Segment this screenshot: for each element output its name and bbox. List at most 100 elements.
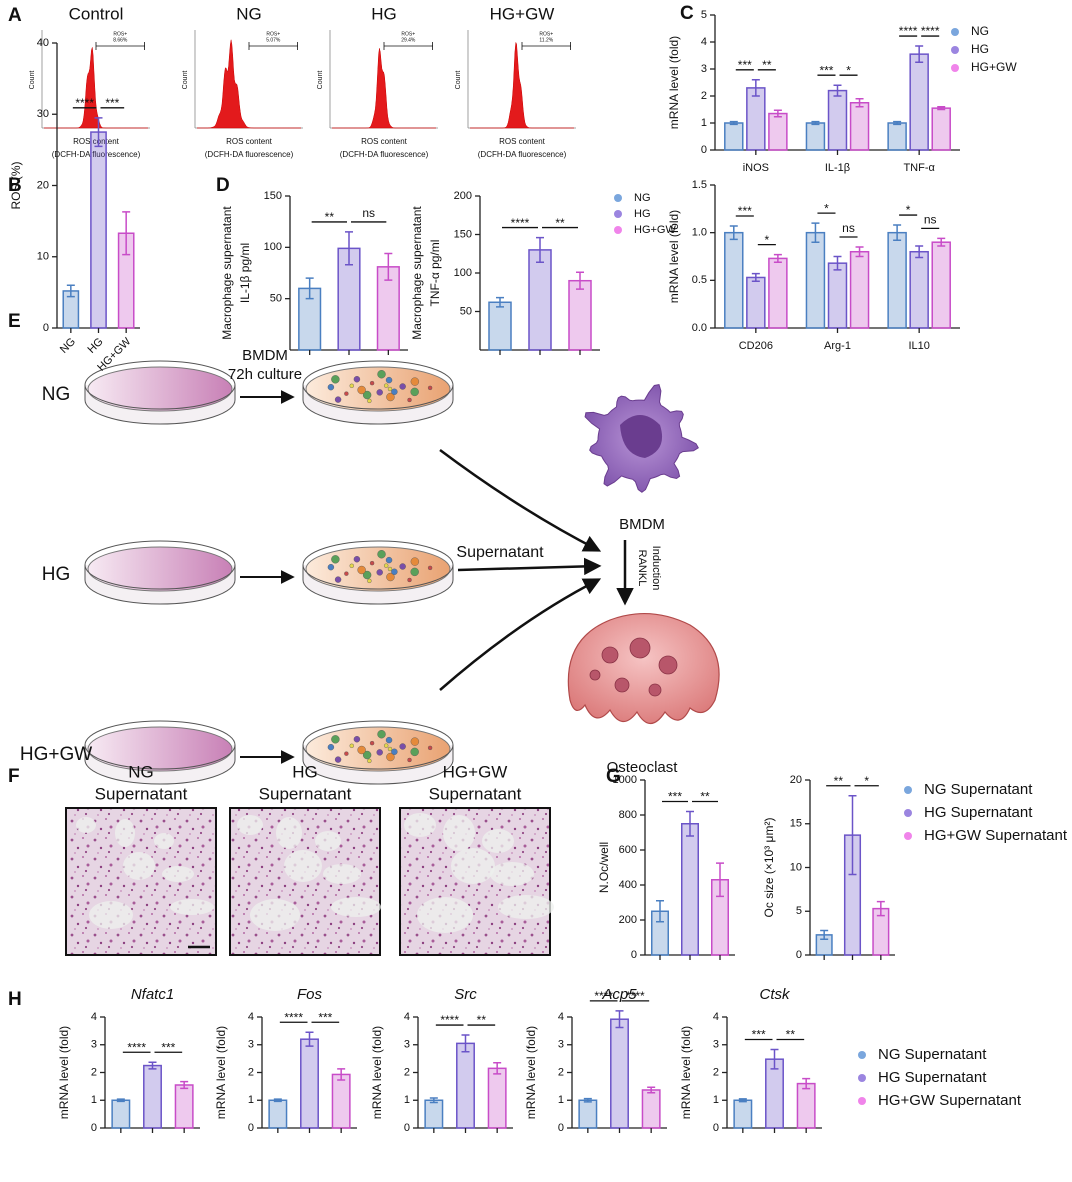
y-tick-label: 0 (558, 1122, 564, 1134)
x-tick-label: CD206 (739, 340, 773, 352)
y-tick-label: 20 (790, 774, 802, 786)
y-tick-label: 1000 (613, 774, 637, 786)
bar (768, 112, 788, 151)
dish-rim (84, 540, 236, 590)
stain-cell (451, 848, 495, 884)
stain-cell (123, 852, 155, 880)
error-bar (855, 97, 864, 108)
y-tick-label: 30 (37, 108, 49, 120)
cell-dot (362, 570, 372, 580)
cell-dot (376, 389, 383, 396)
y-axis-label: Macrophage supernatant (220, 206, 234, 340)
error-bar (273, 1098, 282, 1103)
y-tick-label: 200 (454, 190, 472, 202)
error-bar (811, 120, 820, 126)
error-bar (833, 255, 842, 271)
error-bar (583, 1097, 592, 1103)
cell-dot (377, 370, 386, 379)
y-tick-label: 1 (558, 1094, 564, 1106)
significance-label: **** (440, 1013, 459, 1027)
flow-x-label: ROS content (226, 137, 273, 146)
dish-rim (302, 360, 454, 410)
stain-cell (331, 897, 381, 917)
nucleus (620, 415, 663, 458)
bar (827, 262, 848, 329)
significance-label: *** (318, 1010, 332, 1024)
error-bar (729, 120, 738, 126)
significance-label: ns (924, 213, 937, 227)
group-label: HG+GW (20, 744, 92, 765)
error-bar (536, 236, 544, 263)
bar (681, 823, 699, 956)
stain-cell (237, 815, 263, 835)
error-bar (738, 1098, 747, 1103)
gate-percent: 29.4% (401, 37, 416, 43)
cell-dot (334, 576, 342, 583)
y-tick-label: 0 (91, 1122, 97, 1134)
gate-label: ROS+ (539, 31, 553, 37)
bar (909, 250, 929, 329)
y-tick-label: 3 (248, 1039, 254, 1051)
error-bar (94, 117, 103, 148)
legend-label: NG (971, 24, 989, 38)
cell-dot (387, 746, 393, 752)
flow-y-label: Count (455, 71, 462, 90)
legend-swatch (858, 1097, 866, 1105)
error-bar (305, 1031, 314, 1047)
legend-label: HG (634, 208, 651, 220)
osteoclast-nucleus (629, 637, 651, 659)
cell-dot (391, 388, 398, 395)
y-axis-label: Macrophage supernatant (410, 206, 424, 340)
stain-cell (482, 829, 514, 853)
cell-dot (344, 391, 349, 396)
x-tick-label: HG (86, 336, 106, 356)
y-tick-label: 4 (558, 1011, 564, 1023)
flow-y-label: Count (317, 71, 324, 90)
significance-label: *** (819, 63, 833, 77)
y-tick-label: 3 (558, 1039, 564, 1051)
cell-dot (410, 377, 420, 386)
error-bar (576, 271, 584, 290)
bar (424, 1099, 444, 1129)
error-bar (647, 1086, 656, 1094)
arrow (439, 448, 602, 552)
legend-swatch (614, 226, 622, 234)
cell-dot (399, 383, 406, 390)
y-tick-label: 1 (248, 1094, 254, 1106)
gate-label: ROS+ (113, 31, 127, 37)
cell-dot (369, 740, 375, 746)
y-axis-label: mRNA level (fold) (57, 1026, 71, 1119)
y-tick-label: 200 (619, 914, 637, 926)
osteoclast-nucleus (658, 655, 678, 675)
y-tick-label: 1 (701, 117, 707, 129)
osteoclast-nucleus (648, 683, 662, 697)
bar (909, 53, 929, 151)
bar (887, 231, 907, 329)
cell-dot (349, 383, 354, 389)
bar (268, 1099, 288, 1129)
bar (174, 1084, 194, 1129)
flow-x-label: (DCFH-DA fluorescence) (52, 150, 141, 159)
induction-label: RANKL (636, 550, 648, 587)
chart-title: Nfatc1 (131, 986, 174, 1003)
y-axis-label: mRNA level (fold) (370, 1026, 384, 1119)
x-tick-label: TNF-α (903, 162, 935, 174)
cell-dot (376, 569, 383, 576)
significance-label: *** (738, 204, 752, 218)
y-tick-label: 0 (43, 322, 49, 334)
induction-label: Induction (650, 546, 662, 591)
y-tick-label: 3 (713, 1039, 719, 1051)
significance-label: *** (161, 1040, 175, 1054)
cell-dot (384, 743, 389, 748)
y-tick-label: 150 (264, 190, 282, 202)
image-title: HG+GW (443, 762, 508, 781)
y-tick-label: 20 (37, 179, 49, 191)
error-bar (337, 1068, 346, 1081)
error-bar (656, 900, 664, 923)
bar (849, 102, 870, 151)
dish-rim (302, 720, 454, 770)
bar (931, 241, 951, 329)
bar (724, 122, 744, 151)
cell-dot (377, 730, 386, 739)
image-title: HG (292, 762, 318, 781)
